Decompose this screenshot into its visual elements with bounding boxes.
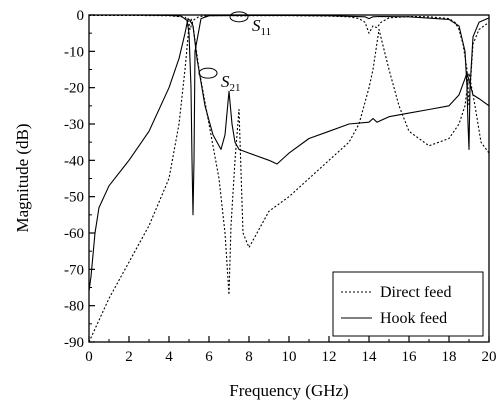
annotation-label-s21: S21 — [221, 72, 241, 94]
x-tick-label: 0 — [85, 349, 93, 365]
y-tick-label: 0 — [77, 8, 85, 24]
annotation-ellipse-s21 — [198, 67, 218, 79]
y-tick-label: -80 — [64, 299, 84, 315]
x-tick-label: 10 — [282, 349, 297, 365]
annotations: S11 S21 — [198, 11, 271, 94]
x-axis: 0 2 4 6 8 10 12 14 16 18 20 — [85, 336, 497, 365]
y-tick-label: -20 — [64, 81, 84, 97]
x-tick-label: 12 — [322, 349, 337, 365]
legend: Direct feed Hook feed — [332, 271, 484, 337]
y-tick-label: -30 — [64, 117, 84, 133]
legend-box — [332, 271, 484, 337]
series-layer — [89, 15, 489, 342]
x-tick-label: 14 — [362, 349, 378, 365]
annotation-ellipse-s11 — [229, 11, 249, 23]
plot-area — [89, 15, 489, 342]
x-axis-title: Frequency (GHz) — [229, 381, 348, 400]
x-tick-label: 2 — [125, 349, 133, 365]
y-tick-label: -70 — [64, 262, 84, 278]
legend-label-direct-feed: Direct feed — [380, 284, 452, 301]
x-tick-label: 20 — [482, 349, 497, 365]
x-tick-label: 4 — [165, 349, 173, 365]
legend-label-hook-feed: Hook feed — [380, 310, 447, 327]
y-tick-label: -40 — [64, 153, 84, 169]
x-tick-label: 16 — [402, 349, 418, 365]
y-axis: 0 -10 -20 -30 -40 -50 -60 -70 -80 -90 — [64, 8, 95, 351]
series-line-hook-feed-s21 — [89, 18, 489, 292]
series-line-hook-feed-s11 — [89, 15, 489, 216]
y-tick-label: -10 — [64, 44, 84, 60]
y-tick-label: -60 — [64, 226, 84, 242]
y-tick-label: -90 — [64, 335, 84, 351]
y-tick-label: -50 — [64, 190, 84, 206]
series-line-direct-feed-s11 — [89, 15, 489, 107]
x-tick-label: 8 — [245, 349, 253, 365]
x-tick-label: 18 — [442, 349, 457, 365]
y-axis-title: Magnitude (dB) — [13, 123, 32, 232]
annotation-label-s11: S11 — [252, 16, 271, 38]
x-tick-label: 6 — [205, 349, 213, 365]
